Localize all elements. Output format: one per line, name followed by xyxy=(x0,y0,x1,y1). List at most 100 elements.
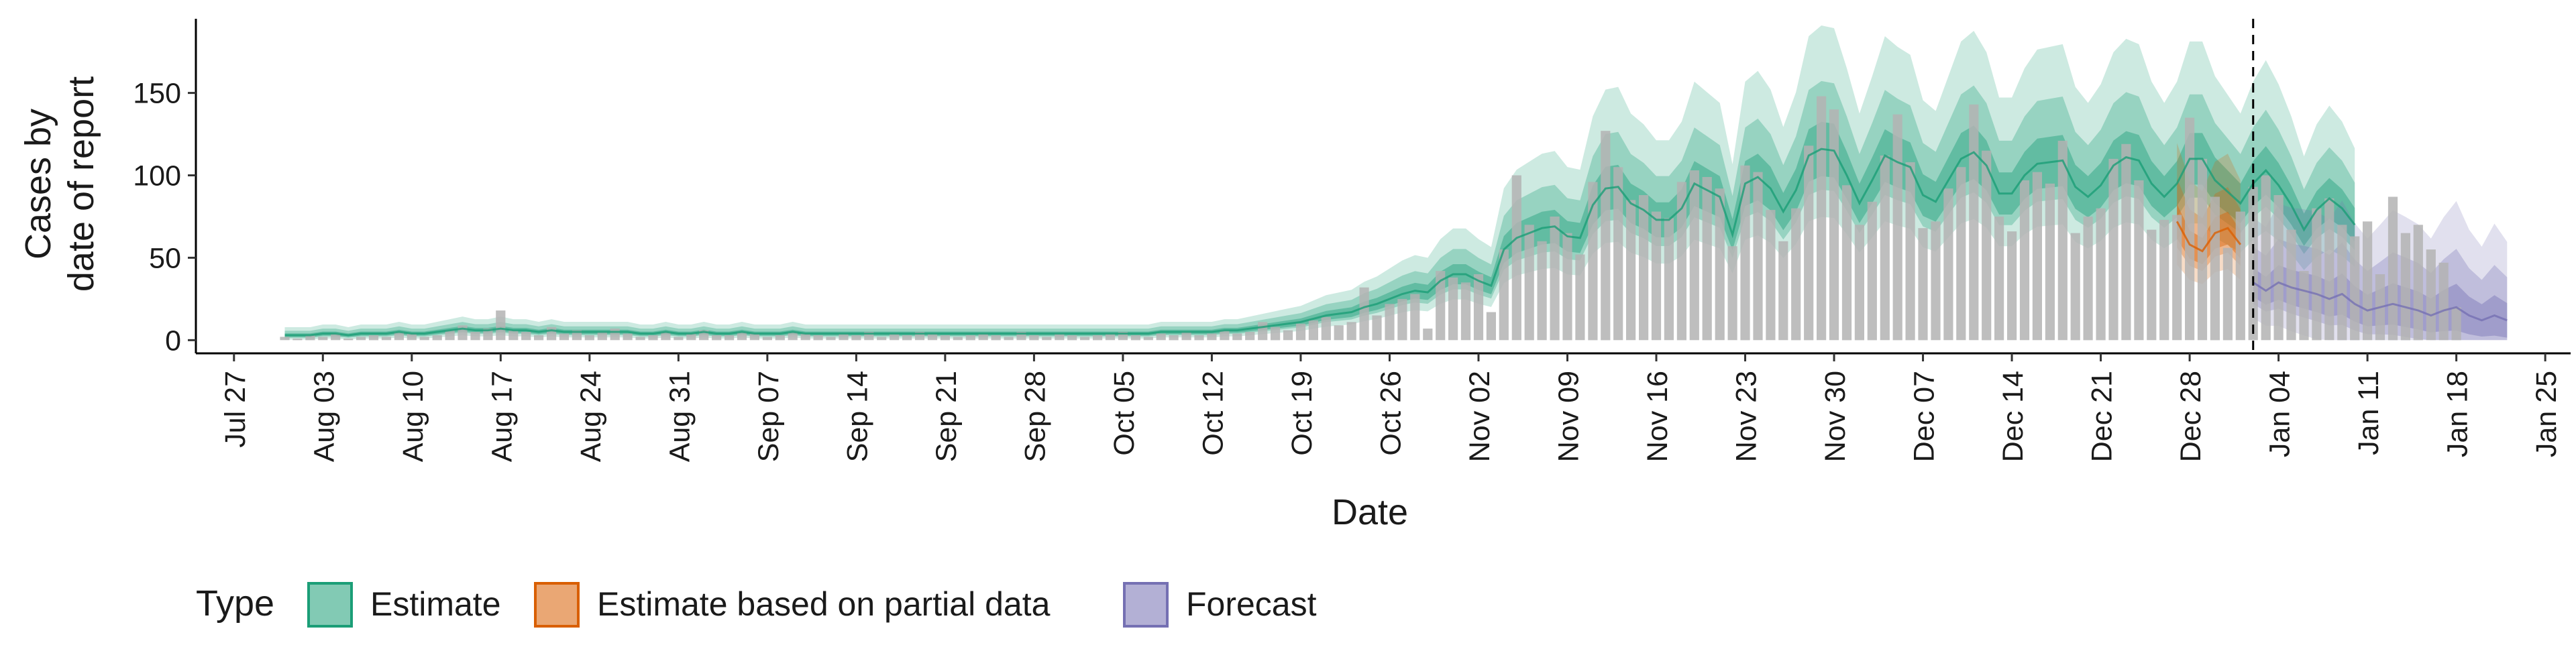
observed-bar xyxy=(839,333,849,341)
observed-bar xyxy=(356,337,366,341)
observed-bar xyxy=(305,335,315,341)
observed-bar xyxy=(2057,140,2068,341)
observed-bar xyxy=(394,332,404,341)
observed-bar xyxy=(1562,233,1572,341)
x-tick-label: Dec 28 xyxy=(2175,371,2207,462)
y-axis-title-line: date of report xyxy=(61,76,101,292)
x-tick-label: Sep 28 xyxy=(1019,371,1051,462)
observed-bar xyxy=(648,335,658,341)
observed-bar xyxy=(496,310,506,341)
x-tick-label: Nov 09 xyxy=(1553,371,1585,462)
observed-bar xyxy=(1397,298,1407,341)
observed-bar xyxy=(775,335,785,341)
observed-bar xyxy=(2324,198,2334,341)
observed-bar xyxy=(343,338,354,341)
observed-bar xyxy=(762,337,772,341)
observed-bar xyxy=(1436,271,1446,341)
observed-bar xyxy=(1880,156,1890,341)
observed-bar xyxy=(2400,233,2410,341)
observed-bar xyxy=(1892,114,1902,341)
observed-bar xyxy=(940,335,950,341)
observed-bar xyxy=(2286,229,2296,341)
estimate-band-90 xyxy=(284,25,2355,340)
observed-bar xyxy=(1245,332,1255,341)
observed-bar xyxy=(1460,282,1471,341)
observed-bar xyxy=(813,335,823,341)
observed-bar xyxy=(826,337,836,341)
estimate-partial-median-line xyxy=(2176,221,2241,253)
observed-bar xyxy=(2159,219,2169,341)
observed-bar xyxy=(2134,180,2144,341)
observed-bar xyxy=(724,335,735,341)
observed-bar xyxy=(432,335,442,341)
y-tick-label: 100 xyxy=(133,160,181,192)
observed-bar xyxy=(1156,333,1166,341)
observed-bar xyxy=(712,335,722,341)
observed-bar xyxy=(1829,109,1839,341)
observed-bar xyxy=(2019,180,2030,341)
y-tick-label: 150 xyxy=(133,78,181,110)
x-tick-label: Sep 14 xyxy=(841,371,873,462)
x-tick-label: Oct 12 xyxy=(1197,371,1229,456)
observed-bar xyxy=(1207,333,1217,341)
observed-bar xyxy=(1448,277,1458,341)
observed-bar xyxy=(890,333,900,341)
observed-bar xyxy=(1727,246,1737,341)
observed-bar xyxy=(623,333,633,341)
observed-bar xyxy=(2235,211,2245,341)
x-tick-label: Jul 27 xyxy=(219,371,252,448)
observed-bar xyxy=(1994,217,2004,341)
observed-bar xyxy=(1308,320,1318,341)
observed-bar xyxy=(1220,330,1230,341)
observed-bar xyxy=(2273,195,2284,341)
x-tick-label: Oct 26 xyxy=(1375,371,1407,456)
observed-bar xyxy=(2108,158,2118,341)
observed-bar xyxy=(1055,333,1065,341)
observed-bar xyxy=(788,332,798,341)
observed-bar xyxy=(1601,131,1611,341)
x-tick-label: Oct 05 xyxy=(1108,371,1140,456)
observed-bar xyxy=(458,325,468,341)
observed-bar xyxy=(597,332,607,341)
observed-bar xyxy=(2210,196,2220,341)
observed-bar xyxy=(1766,210,1776,341)
axes: 0 50 100 150 Jul 27 Aug 03 Aug 10 Aug 17 Aug 24 A… xyxy=(18,19,2571,532)
observed-bar xyxy=(1804,145,1814,341)
observed-bar xyxy=(1080,337,1090,341)
observed-bar xyxy=(1550,217,1560,341)
observed-bar xyxy=(2222,247,2233,341)
observed-bar xyxy=(2045,183,2055,341)
observed-bar xyxy=(851,335,861,341)
x-tick-label: Oct 19 xyxy=(1286,371,1318,456)
observed-bar xyxy=(1143,337,1153,341)
observed-bar xyxy=(2083,217,2093,341)
observed-bar xyxy=(1359,287,1369,341)
legend: Type Estimate Estimate based on partial da… xyxy=(196,582,1317,628)
observed-bar xyxy=(1181,332,1191,341)
observed-bar xyxy=(483,329,493,341)
legend-title: Type xyxy=(196,583,274,624)
observed-bar xyxy=(1194,335,1204,341)
observed-bar xyxy=(2032,172,2042,341)
forecast-median-line xyxy=(2252,281,2508,322)
y-axis-title-line: Cases by xyxy=(18,109,58,259)
observed-bar xyxy=(1511,175,1521,341)
observed-bar xyxy=(1791,208,1801,341)
observed-bar xyxy=(1969,104,1979,341)
x-tick-label: Nov 23 xyxy=(1731,371,1763,462)
observed-bar xyxy=(635,337,645,341)
observed-bar xyxy=(749,333,759,341)
y-tick-label: 50 xyxy=(149,242,181,274)
observed-bar xyxy=(1105,333,1116,341)
y-tick-label: 0 xyxy=(165,325,181,357)
observed-bar xyxy=(1486,312,1496,341)
observed-bar xyxy=(1982,150,1992,341)
observed-bar xyxy=(331,333,341,341)
observed-bar xyxy=(1499,249,1509,341)
observed-bar xyxy=(1271,327,1281,341)
observed-bar xyxy=(559,333,570,341)
estimate-median-line xyxy=(284,148,2356,337)
observed-bar xyxy=(1778,241,1788,341)
observed-bar xyxy=(1524,225,1534,341)
